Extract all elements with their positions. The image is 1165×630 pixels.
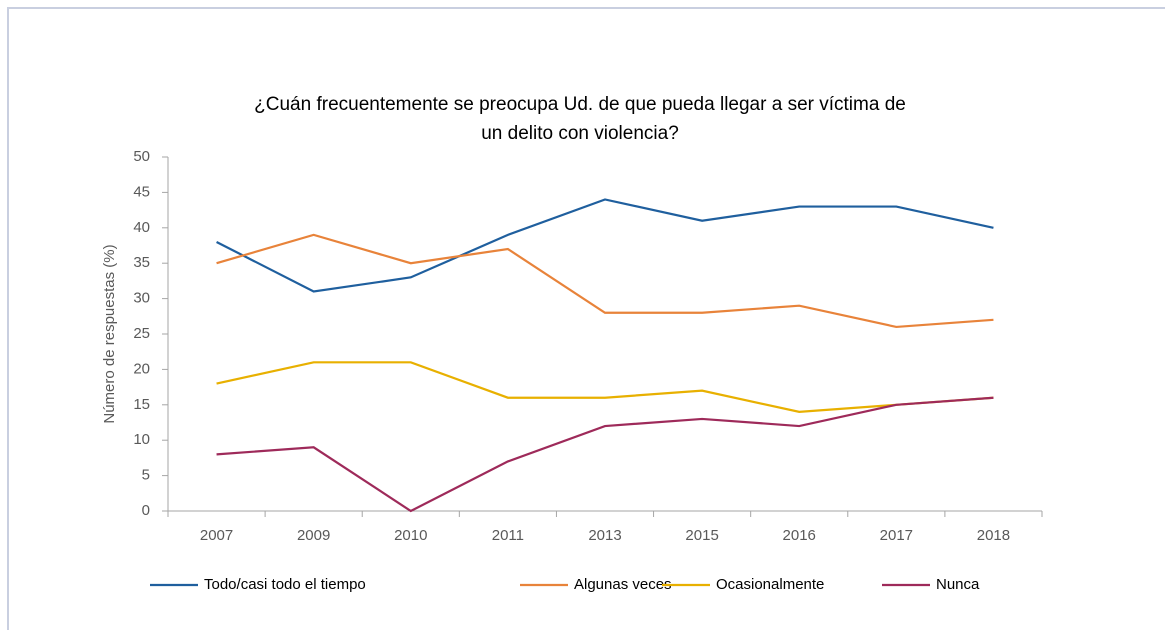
- x-tick-label: 2017: [880, 527, 913, 544]
- y-tick-label: 0: [142, 502, 150, 519]
- y-tick-label: 10: [133, 431, 150, 448]
- series-line: [216, 233, 994, 329]
- y-tick-label: 45: [133, 183, 150, 200]
- x-tick-label: 2016: [783, 527, 816, 544]
- legend-label: Algunas veces: [574, 576, 672, 593]
- series-line: [216, 361, 994, 413]
- x-tick-label: 2009: [297, 527, 330, 544]
- x-tick-label: 2011: [492, 527, 524, 544]
- x-tick-label: 2007: [200, 527, 233, 544]
- legend-label: Nunca: [936, 576, 980, 593]
- y-tick-label: 30: [133, 290, 150, 307]
- y-tick-label: 50: [133, 148, 150, 165]
- chart-title: ¿Cuán frecuentemente se preocupa Ud. de …: [254, 94, 906, 115]
- chart-title: un delito con violencia?: [481, 123, 679, 144]
- x-tick-label: 2013: [588, 527, 621, 544]
- y-tick-label: 35: [133, 254, 150, 271]
- legend-label: Ocasionalmente: [716, 576, 824, 593]
- x-tick-label: 2010: [394, 527, 427, 544]
- y-tick-label: 25: [133, 325, 150, 342]
- series-line: [216, 396, 994, 513]
- y-tick-label: 15: [133, 396, 150, 413]
- y-tick-label: 20: [133, 360, 150, 377]
- x-tick-label: 2018: [977, 527, 1010, 544]
- y-tick-label: 40: [133, 219, 150, 236]
- y-tick-label: 5: [142, 467, 150, 484]
- series-line: [216, 198, 994, 293]
- frame: [7, 7, 1165, 630]
- legend-label: Todo/casi todo el tiempo: [204, 576, 366, 593]
- x-tick-label: 2015: [685, 527, 718, 544]
- y-axis-label: Número de respuestas (%): [101, 244, 118, 423]
